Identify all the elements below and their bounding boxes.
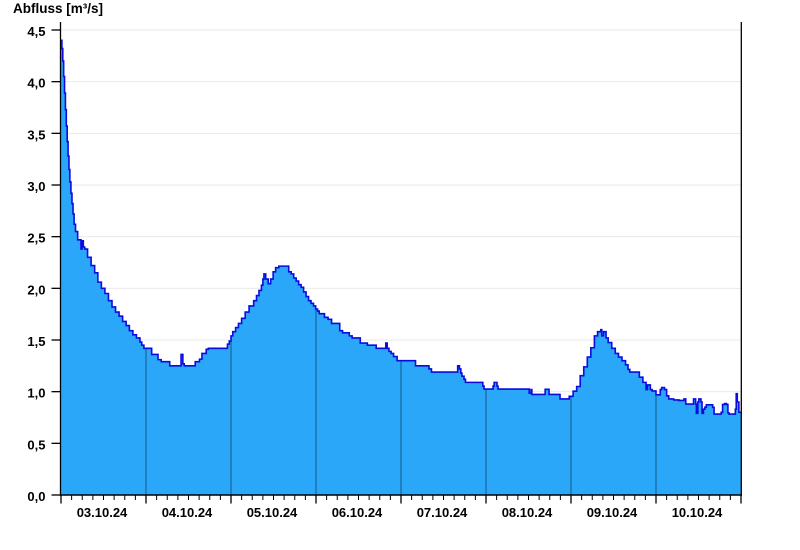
svg-text:09.10.24: 09.10.24 (587, 505, 638, 520)
svg-text:4,0: 4,0 (27, 76, 45, 91)
svg-text:4,5: 4,5 (27, 24, 45, 39)
svg-text:0,5: 0,5 (27, 437, 45, 452)
svg-text:06.10.24: 06.10.24 (332, 505, 383, 520)
svg-text:2,0: 2,0 (27, 282, 45, 297)
svg-text:07.10.24: 07.10.24 (417, 505, 468, 520)
svg-text:0,0: 0,0 (27, 489, 45, 504)
svg-text:1,5: 1,5 (27, 334, 45, 349)
svg-text:3,0: 3,0 (27, 179, 45, 194)
svg-text:2,5: 2,5 (27, 231, 45, 246)
svg-text:3,5: 3,5 (27, 127, 45, 142)
svg-text:08.10.24: 08.10.24 (502, 505, 553, 520)
svg-text:03.10.24: 03.10.24 (77, 505, 128, 520)
svg-text:1,0: 1,0 (27, 386, 45, 401)
svg-text:04.10.24: 04.10.24 (162, 505, 213, 520)
svg-text:05.10.24: 05.10.24 (247, 505, 298, 520)
svg-text:10.10.24: 10.10.24 (672, 505, 723, 520)
svg-text:Abfluss [m³/s]: Abfluss [m³/s] (13, 1, 103, 16)
